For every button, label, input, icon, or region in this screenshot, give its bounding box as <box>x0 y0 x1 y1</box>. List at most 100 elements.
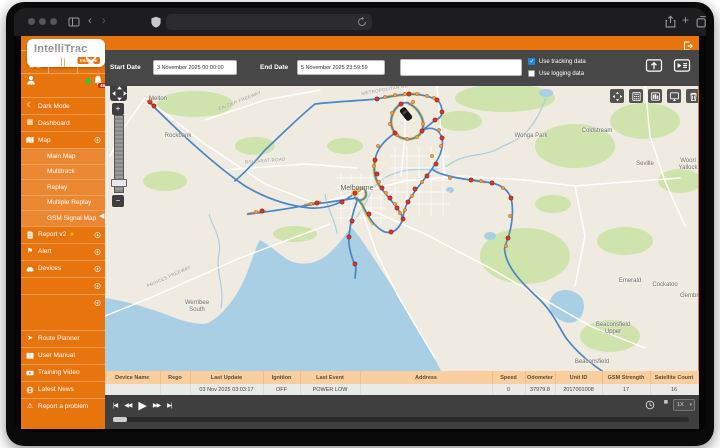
sidebar-item-dashboard[interactable]: ▦ Dashboard <box>21 114 105 131</box>
zoom-out-button[interactable]: − <box>112 195 124 207</box>
col-rego[interactable]: Rego <box>160 371 191 384</box>
end-date-input[interactable] <box>297 60 385 75</box>
cell-odometer: 37979.8 <box>525 384 556 395</box>
col-device-name[interactable]: Device Name <box>105 371 161 384</box>
map-mode-button[interactable] <box>49 51 78 73</box>
zoom-slider-track[interactable] <box>114 115 124 193</box>
map-pan-dpad[interactable] <box>110 86 127 101</box>
expand-plus-icon[interactable] <box>94 137 101 144</box>
tracking-checkbox-row[interactable]: Use tracking data <box>528 58 586 65</box>
window-minimize-button[interactable] <box>39 18 46 25</box>
sidebar-item-route-planner[interactable]: ➤ Route Planner <box>21 329 105 347</box>
shield-icon[interactable] <box>150 16 162 28</box>
menu-label: Dashboard <box>38 119 70 127</box>
sidebar-menu: ☾ Dark Mode ▦ Dashboard Map Main Map Mul… <box>21 97 105 415</box>
sidebar-item-alert[interactable]: ⚑ Alert <box>21 242 105 260</box>
start-date-label: Start Date <box>110 64 141 71</box>
map-canvas[interactable]: Melton Rockbank Melbourne Wonga Park Col… <box>105 86 698 371</box>
col-speed[interactable]: Speed <box>492 371 526 384</box>
replay-progress-handle[interactable] <box>113 417 127 422</box>
zoom-in-button[interactable]: + <box>112 103 124 115</box>
col-last-event[interactable]: Last Event <box>300 371 361 384</box>
sidebar-collapse-icon[interactable]: ◀ <box>99 213 105 220</box>
tools-button[interactable] <box>78 51 105 73</box>
reload-icon[interactable] <box>356 16 368 28</box>
playback-speed-select[interactable]: 1X ▾ <box>673 399 695 411</box>
alert-flag-icon: ⚑ <box>26 247 34 255</box>
logging-checkbox-row[interactable]: Use logging data <box>528 70 584 77</box>
forward-icon[interactable]: › <box>102 15 106 27</box>
clock-icon[interactable] <box>645 400 655 410</box>
col-ignition[interactable]: Ignition <box>263 371 301 384</box>
sidebar-item-map[interactable]: Map <box>21 131 105 148</box>
table-row[interactable]: 03 Nov 2025 03:03:17 OFF POWER LOW 0 379… <box>105 384 699 395</box>
stop-button[interactable]: ■ <box>663 399 668 406</box>
sidebar-item-report-problem[interactable]: ⚠ Report a problem <box>21 397 105 415</box>
address-bar[interactable] <box>166 14 372 30</box>
col-gsm-strength[interactable]: GSM Strength <box>602 371 651 384</box>
map-calculator-button[interactable] <box>629 89 643 103</box>
skip-start-button[interactable]: |◀ <box>113 403 118 409</box>
window-zoom-button[interactable] <box>50 18 57 25</box>
playlist-button[interactable] <box>673 58 691 73</box>
back-icon[interactable]: ‹ <box>88 15 92 27</box>
expand-plus-icon[interactable] <box>94 231 101 238</box>
cell-device-name <box>105 384 161 395</box>
tabs-icon[interactable] <box>696 15 706 28</box>
home-button[interactable] <box>21 51 50 73</box>
map-screen-button[interactable] <box>667 89 681 103</box>
col-address[interactable]: Address <box>360 371 493 384</box>
col-unit-id[interactable]: Unit ID <box>555 371 603 384</box>
zoom-slider-handle[interactable] <box>111 179 127 187</box>
video-icon <box>26 369 34 377</box>
tracking-checkbox[interactable] <box>528 58 535 65</box>
route-planner-icon: ➤ <box>27 334 33 342</box>
sidebar-item-dark-mode[interactable]: ☾ Dark Mode <box>21 97 105 114</box>
sidebar-item-multiple-replay[interactable]: Multiple Replay <box>21 194 105 211</box>
map-center-button[interactable] <box>610 89 624 103</box>
expand-plus-icon[interactable] <box>94 265 101 272</box>
map-clear-button[interactable] <box>686 89 698 103</box>
sidebar-item-training-video[interactable]: Training Video <box>21 363 105 381</box>
rewind-button[interactable]: ◀◀ <box>124 403 132 409</box>
col-odometer[interactable]: Odometer <box>525 371 556 384</box>
sidebar-item-latest-news[interactable]: Latest News <box>21 380 105 398</box>
sidebar-item-report-v2[interactable]: Report v2 ★ <box>21 225 105 243</box>
logging-checkbox[interactable] <box>528 70 535 77</box>
map-place-label: Melton <box>148 96 168 102</box>
replay-progress-track[interactable] <box>113 417 689 422</box>
menu-label: Main Map <box>47 152 76 160</box>
user-icon[interactable] <box>26 75 36 85</box>
sidebar-item-main-map[interactable]: Main Map <box>21 148 105 164</box>
play-button[interactable]: ▶ <box>138 400 147 412</box>
skip-end-button[interactable]: ▶| <box>167 403 172 409</box>
map-zoom-control: + − <box>110 86 127 207</box>
fast-forward-button[interactable]: ▶▶ <box>152 403 161 409</box>
end-date-label: End Date <box>260 64 289 71</box>
expand-plus-icon[interactable] <box>94 299 101 306</box>
map-columns-button[interactable] <box>648 89 662 103</box>
col-last-update[interactable]: Last Update <box>190 371 264 384</box>
sidebar-item-gsm-signal-map[interactable]: GSM Signal Map <box>21 210 105 226</box>
screen-share-button[interactable] <box>645 58 663 73</box>
sidebar-item-devices[interactable]: Devices <box>21 259 105 277</box>
new-tab-icon[interactable]: + <box>682 13 690 27</box>
sidebar-toggle-icon[interactable] <box>68 16 80 28</box>
col-satellite-count[interactable]: Satellite Count <box>650 371 699 384</box>
sidebar-item-blank-2[interactable] <box>21 293 105 311</box>
map-place-label: Gembrook <box>679 293 698 299</box>
sidebar-item-blank-1[interactable] <box>21 276 105 294</box>
logging-checkbox-label: Use logging data <box>539 70 585 77</box>
start-date-input[interactable] <box>153 60 237 75</box>
sidebar-item-replay[interactable]: Replay <box>21 179 105 195</box>
notification-badge: 49 <box>98 83 108 88</box>
window-close-button[interactable] <box>28 18 35 25</box>
expand-plus-icon[interactable] <box>94 282 101 289</box>
sidebar-item-multitrack[interactable]: Multitrack <box>21 163 105 180</box>
expand-plus-icon[interactable] <box>94 248 101 255</box>
device-search-input[interactable] <box>400 59 522 76</box>
share-icon[interactable] <box>664 15 677 28</box>
sidebar-item-user-manual[interactable]: User Manual <box>21 346 105 364</box>
user-status-row: 49 <box>21 72 108 97</box>
